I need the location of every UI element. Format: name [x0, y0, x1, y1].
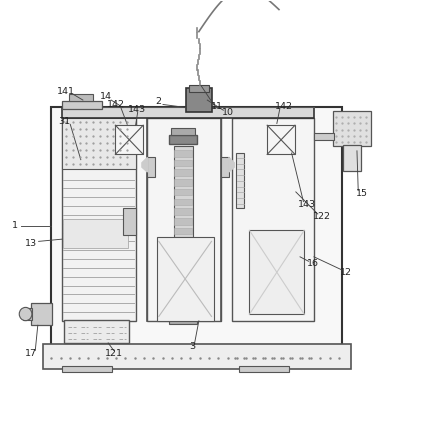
Bar: [174, 159, 192, 166]
Text: 31: 31: [59, 117, 71, 126]
Bar: [189, 85, 209, 92]
Bar: [250, 230, 304, 314]
Bar: [174, 295, 192, 302]
Text: 143: 143: [298, 200, 316, 209]
Circle shape: [19, 307, 32, 321]
Bar: [62, 118, 136, 321]
Bar: [51, 107, 342, 345]
Bar: [174, 179, 192, 186]
Bar: [169, 135, 197, 144]
Text: 10: 10: [222, 108, 234, 117]
Bar: [314, 133, 334, 140]
Bar: [174, 247, 192, 254]
Bar: [174, 189, 192, 195]
Text: 14: 14: [100, 93, 112, 101]
Bar: [174, 198, 192, 205]
Bar: [174, 218, 192, 225]
Bar: [232, 118, 314, 321]
Text: 142: 142: [107, 100, 125, 109]
Text: 143: 143: [128, 105, 146, 114]
Bar: [174, 257, 192, 264]
Text: 11: 11: [212, 102, 223, 111]
Bar: [23, 308, 32, 319]
Text: 12: 12: [341, 268, 352, 277]
Bar: [69, 94, 93, 101]
Bar: [62, 101, 102, 109]
Bar: [221, 157, 229, 177]
Text: 142: 142: [275, 102, 293, 111]
Bar: [64, 320, 129, 343]
Bar: [123, 208, 137, 235]
Bar: [174, 237, 192, 244]
Text: 16: 16: [307, 259, 319, 268]
Text: 3: 3: [190, 342, 195, 350]
Bar: [239, 366, 289, 372]
Bar: [343, 145, 361, 171]
Bar: [62, 107, 314, 118]
Text: 122: 122: [313, 212, 331, 221]
Text: 13: 13: [25, 239, 37, 248]
Bar: [236, 153, 244, 208]
Text: 141: 141: [57, 87, 75, 96]
Bar: [174, 150, 192, 156]
Bar: [62, 366, 113, 372]
Bar: [169, 314, 197, 324]
Bar: [174, 305, 192, 312]
Bar: [186, 88, 212, 112]
Bar: [147, 118, 221, 321]
Bar: [174, 286, 192, 292]
Text: 1: 1: [12, 222, 18, 230]
Bar: [174, 267, 192, 273]
Bar: [173, 147, 192, 314]
Bar: [63, 219, 129, 248]
Bar: [174, 169, 192, 176]
Bar: [147, 157, 155, 177]
Text: 15: 15: [356, 189, 368, 198]
Bar: [62, 118, 136, 168]
Polygon shape: [229, 157, 234, 172]
Polygon shape: [142, 157, 147, 172]
Text: 2: 2: [155, 97, 161, 106]
Text: 17: 17: [25, 349, 37, 358]
Text: 121: 121: [104, 349, 123, 358]
Bar: [174, 228, 192, 234]
Bar: [174, 276, 192, 283]
Bar: [267, 125, 295, 154]
Bar: [157, 237, 214, 321]
Bar: [115, 125, 143, 154]
Bar: [174, 208, 192, 215]
Bar: [333, 111, 371, 147]
Bar: [171, 128, 195, 135]
Bar: [43, 344, 351, 369]
Bar: [31, 303, 52, 325]
